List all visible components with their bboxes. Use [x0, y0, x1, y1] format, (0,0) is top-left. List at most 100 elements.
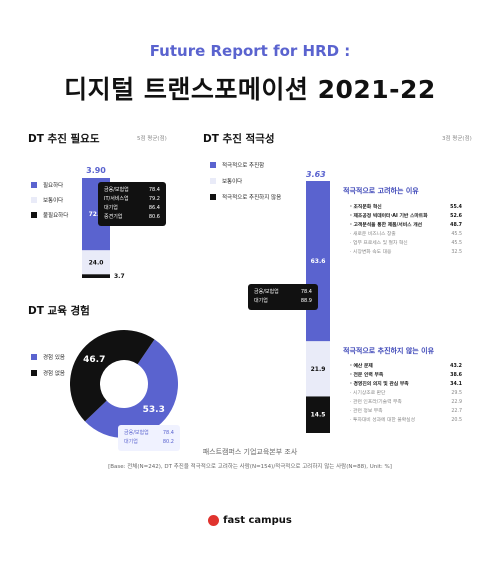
reasons-no-list: · 예산 문제 43.2 · 전문 인력 부족 38.6 · 경영진의 의지 및 관심 …: [350, 362, 462, 425]
reason-item: · 고객분석을 통한 제품/서비스 개선 48.7: [350, 221, 462, 230]
active-stacked-bar: 3.63 63.6 21.9 14.5: [306, 170, 330, 433]
reason-label: · 예산 문제: [350, 364, 373, 369]
need-tooltip: 금융/보험업 78.4 IT/서비스업 79.2 대기업 86.4 중견기업 80.6: [98, 182, 166, 226]
reason-item: · 관련 정보 부족 22.7: [350, 407, 462, 416]
legend-label: 적극적으로 추진하지 않음: [222, 195, 282, 201]
tooltip-row: 대기업 86.4: [104, 204, 160, 213]
legend-swatch-icon: [210, 178, 216, 184]
reason-label: · 시장변화 속도 대응: [350, 250, 392, 255]
need-legend-3: 불필요하다: [31, 211, 68, 219]
reason-item: · 시기상조로 판단 29.5: [350, 389, 462, 398]
reason-value: 29.5: [451, 391, 462, 396]
reason-value: 34.1: [450, 382, 462, 387]
active-bar-segment: [306, 341, 330, 397]
reason-value: 22.7: [451, 409, 462, 414]
need-unit: 5점 평균(점): [137, 136, 167, 142]
fastcampus-logo: fast campus: [0, 515, 500, 526]
reason-item: · 시장변화 속도 대응 32.5: [350, 248, 462, 257]
tooltip-label: 금융/보험업: [104, 187, 129, 193]
active-bar-value-label: 21.9: [311, 366, 326, 373]
tooltip-label: 대기업: [104, 205, 118, 211]
need-bar-segment: [82, 250, 110, 275]
tooltip-label: IT/서비스업: [104, 196, 129, 202]
tooltip-label: 금융/보험업: [124, 430, 149, 436]
tooltip-label: 대기업: [124, 439, 138, 445]
reason-item: · 새로운 비즈니스 창출 45.5: [350, 230, 462, 239]
need-bar-value-label: 24.0: [89, 259, 104, 266]
reason-value: 43.2: [450, 364, 462, 369]
footer-base-note: [Base: 전체(N=242), DT 추진을 적극적으로 고려하는 사람(N…: [108, 464, 392, 470]
tooltip-value: 78.4: [148, 187, 160, 193]
tooltip-value: 80.6: [148, 214, 160, 220]
tooltip-value: 86.4: [148, 205, 160, 211]
reasons-yes-heading: 적극적으로 고려하는 이유: [343, 187, 419, 195]
legend-label: 경험 있음: [43, 355, 65, 361]
reason-item: · 제조공정 빅데이터·AI 기반 스마트화 52.6: [350, 212, 462, 221]
active-heading: DT 추진 적극성: [203, 133, 275, 145]
reason-label: · 조직문화 혁신: [350, 205, 382, 210]
reason-label: · 시기상조로 판단: [350, 391, 386, 396]
tooltip-row: 중견기업 80.6: [104, 213, 160, 222]
tooltip-value: 88.9: [300, 298, 312, 304]
tooltip-label: 대기업: [254, 298, 268, 304]
reason-label: · 관련 정보 부족: [350, 409, 383, 414]
tooltip-value: 80.2: [162, 439, 174, 445]
reason-label: · 경영진의 의지 및 관심 부족: [350, 382, 409, 387]
edu-donut-value-label: 46.7: [83, 355, 105, 365]
reason-label: · 새로운 비즈니스 창출: [350, 232, 396, 237]
reasons-no-heading: 적극적으로 추진하지 않는 이유: [343, 347, 435, 355]
legend-label: 경험 없음: [43, 371, 65, 377]
tooltip-row: 금융/보험업 78.4: [124, 429, 174, 438]
active-legend-2: 보통이다: [210, 177, 242, 185]
reason-item: · 전문 인력 부족 38.6: [350, 371, 462, 380]
reason-label: · 전문 인력 부족: [350, 373, 384, 378]
tooltip-row: 대기업 88.9: [254, 297, 312, 306]
legend-label: 불필요하다: [43, 213, 69, 219]
edu-legend-1: 경험 있음: [31, 353, 65, 361]
tooltip-label: 금융/보험업: [254, 289, 279, 295]
reason-label: · 관련 인프라/기술력 부족: [350, 400, 402, 405]
reason-value: 32.5: [451, 250, 462, 255]
tooltip-row: 대기업 80.2: [124, 438, 174, 447]
edu-donut-value-label: 53.3: [143, 405, 165, 415]
report-title-en: Future Report for HRD :: [149, 42, 351, 60]
active-bar-segment: [306, 181, 330, 342]
active-legend-3: 적극적으로 추진하지 않음: [210, 193, 281, 201]
reason-value: 52.6: [450, 214, 462, 219]
tooltip-label: 중견기업: [104, 214, 123, 220]
edu-donut-chart: 53.3 46.7: [70, 330, 178, 438]
reason-label: · 고객분석을 통한 제품/서비스 개선: [350, 223, 423, 228]
active-bar-value-label: 63.6: [311, 258, 326, 265]
legend-label: 적극적으로 추진함: [222, 163, 265, 169]
logo-icon: [208, 515, 220, 526]
legend-swatch-icon: [31, 182, 37, 188]
edu-legend-2: 경험 없음: [31, 369, 65, 377]
reason-item: · 조직문화 혁신 55.4: [350, 203, 462, 212]
reason-label: · 업무 프로세스 및 절차 혁신: [350, 241, 408, 246]
edu-heading: DT 교육 경험: [28, 305, 90, 317]
active-bar-segment: [306, 396, 330, 433]
active-legend-1: 적극적으로 추진함: [210, 161, 264, 169]
need-bar-value-label: 72.3: [89, 211, 104, 218]
reason-item: · 경영진의 의지 및 관심 부족 34.1: [350, 380, 462, 389]
reason-item: · 예산 문제 43.2: [350, 362, 462, 371]
need-legend-2: 보통이다: [31, 196, 63, 204]
reason-item: · 투자대비 성과에 대한 불확실성 20.5: [350, 416, 462, 425]
legend-label: 필요하다: [43, 183, 64, 189]
need-heading: DT 추진 필요도: [28, 133, 100, 145]
need-average-label: 3.90: [86, 166, 106, 175]
need-bar-segment: [82, 274, 110, 278]
need-bar-value-label: 3.7: [114, 273, 125, 280]
active-bar-value-label: 14.5: [311, 412, 326, 419]
active-average-label: 3.63: [306, 170, 326, 179]
reason-value: 20.5: [451, 418, 462, 423]
footer-source: 패스트캠퍼스 기업교육본부 조사: [202, 448, 298, 456]
edu-tooltip: 금융/보험업 78.4 대기업 80.2: [118, 425, 180, 451]
reason-value: 45.5: [451, 241, 462, 246]
reason-label: · 투자대비 성과에 대한 불확실성: [350, 418, 415, 423]
legend-label: 보통이다: [222, 179, 243, 185]
reason-value: 55.4: [450, 205, 462, 210]
reason-label: · 제조공정 빅데이터·AI 기반 스마트화: [350, 214, 428, 219]
tooltip-value: 78.4: [162, 430, 174, 436]
legend-swatch-icon: [31, 354, 37, 360]
